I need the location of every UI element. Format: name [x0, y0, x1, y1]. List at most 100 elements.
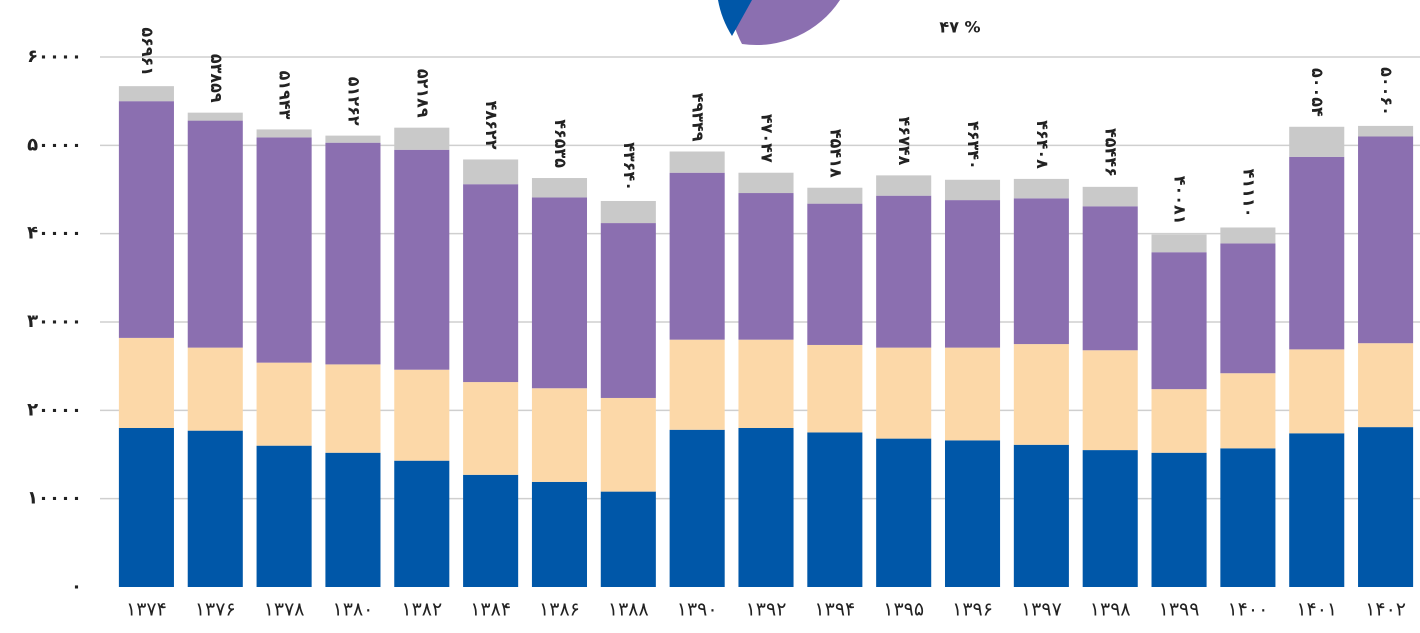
bar-segment: [1358, 427, 1414, 587]
bar-segment: [256, 445, 312, 587]
y-tick-label: ۴۰۰۰۰: [27, 223, 82, 244]
bar-segment: [669, 151, 725, 173]
bar-segment: [118, 337, 174, 428]
x-tick-label: ۱۳۹۴: [814, 599, 855, 621]
x-tick-label: ۱۳۹۵: [883, 599, 924, 621]
total-label: ۴۶۳۴۰: [964, 121, 983, 170]
bar-segment: [256, 362, 312, 446]
bar-segment: [738, 193, 794, 340]
y-tick-label: ۱۰۰۰۰: [27, 488, 82, 509]
x-tick-label: ۱۳۹۹: [1159, 599, 1200, 621]
bar-segment: [876, 195, 932, 348]
y-tick-label: ۲۰۰۰۰: [27, 399, 82, 420]
x-tick-label: ۱۳۸۲: [401, 599, 442, 621]
total-label: ۴۶۷۴۸: [895, 117, 914, 166]
bar-segment: [1082, 186, 1138, 207]
pie-fragment: [718, 0, 752, 36]
x-tick-label: ۱۳۸۶: [539, 599, 580, 621]
bar-segment: [118, 101, 174, 338]
bar-segment: [738, 339, 794, 428]
bar-segment: [807, 344, 863, 433]
bar-segment: [463, 159, 519, 185]
bar-segment: [1220, 243, 1276, 374]
x-tick-label: ۱۳۷۴: [126, 599, 167, 621]
bar-segment: [325, 135, 381, 143]
bar-segment: [1151, 234, 1207, 253]
total-label: ۵۱۲۶۲: [344, 77, 363, 126]
total-label: ۵۱۹۴۳: [276, 71, 295, 120]
bar-segment: [1220, 373, 1276, 449]
bar-segment: [1082, 450, 1138, 587]
bar-segment: [807, 432, 863, 587]
bar-segment: [1082, 206, 1138, 351]
bar-segment: [1013, 198, 1069, 345]
y-tick-label: ۵۰۰۰۰: [27, 134, 82, 155]
bar-segment: [669, 339, 725, 430]
bar-segment: [118, 428, 174, 587]
bar-segment: [1013, 344, 1069, 445]
bar-segment: [600, 200, 656, 224]
bar-segment: [876, 347, 932, 439]
total-label: ۴۹۳۴۹: [689, 93, 708, 142]
total-label: ۴۵۴۱۸: [826, 129, 845, 178]
bar-segment: [1013, 444, 1069, 587]
bar-segment: [394, 127, 450, 150]
bar-segment: [738, 172, 794, 194]
bar-segment: [1220, 448, 1276, 587]
total-label: ۴۰۰۸۱: [1171, 176, 1190, 225]
bar-segment: [807, 203, 863, 345]
x-tick-label: ۱۳۹۲: [746, 599, 787, 621]
bar-segment: [600, 223, 656, 398]
bar-segment: [256, 137, 312, 363]
bar-segment: [531, 388, 588, 482]
bar-segment: [325, 142, 381, 365]
bar-segment: [394, 460, 450, 587]
bar-segment: [256, 129, 312, 138]
bar-segment: [531, 481, 588, 587]
bar-segment: [600, 491, 656, 587]
bar-segment: [187, 120, 243, 348]
bar-segment: [118, 86, 174, 102]
bar-segment: [531, 197, 588, 389]
bar-segment: [1151, 452, 1207, 587]
pie-fragment: [730, 0, 840, 46]
total-label: ۴۷۰۴۷: [758, 114, 777, 163]
total-label: ۴۵۴۴۶: [1102, 128, 1121, 177]
bar-segment: [1289, 126, 1345, 157]
bar-segment: [1358, 136, 1414, 344]
bar-segment: [1358, 343, 1414, 428]
x-tick-label: ۱۳۸۴: [470, 599, 511, 621]
bar-segment: [187, 112, 243, 121]
x-tick-label: ۱۳۷۸: [264, 599, 305, 621]
bar-segment: [325, 452, 381, 587]
bar-segment: [1289, 433, 1345, 587]
x-tick-label: ۱۳۹۷: [1021, 599, 1062, 621]
bar-segment: [394, 149, 450, 370]
x-tick-label: ۱۳۹۸: [1090, 599, 1131, 621]
total-label: ۵۰۰۶۰: [1377, 67, 1396, 116]
annotation: ۴۷ %: [939, 18, 980, 37]
bar-segment: [463, 474, 519, 587]
bar-segment: [738, 428, 794, 587]
bar-segment: [669, 172, 725, 340]
total-label: ۵۰۰۵۴: [1308, 68, 1327, 117]
x-tick-label: ۱۳۹۰: [677, 599, 718, 621]
bar-segment: [944, 440, 1001, 587]
bar-segment: [187, 347, 243, 431]
bar-segment: [325, 364, 381, 453]
bar-segment: [1013, 178, 1069, 199]
bar-segment: [1082, 350, 1138, 451]
x-tick-label: ۱۴۰۱: [1296, 599, 1337, 621]
bar-segment: [1289, 156, 1345, 350]
bar-segment: [1220, 227, 1276, 244]
bar-segment: [463, 184, 519, 383]
bar-segment: [807, 187, 863, 204]
bar-segment: [944, 179, 1001, 201]
total-label: ۴۶۵۳۵: [551, 119, 570, 168]
x-tick-label: ۱۳۸۰: [333, 599, 374, 621]
y-tick-label: ۰: [71, 576, 82, 597]
x-tick-label: ۱۳۸۸: [608, 599, 649, 621]
x-tick-label: ۱۳۹۶: [952, 599, 993, 621]
bar-segment: [187, 430, 243, 587]
